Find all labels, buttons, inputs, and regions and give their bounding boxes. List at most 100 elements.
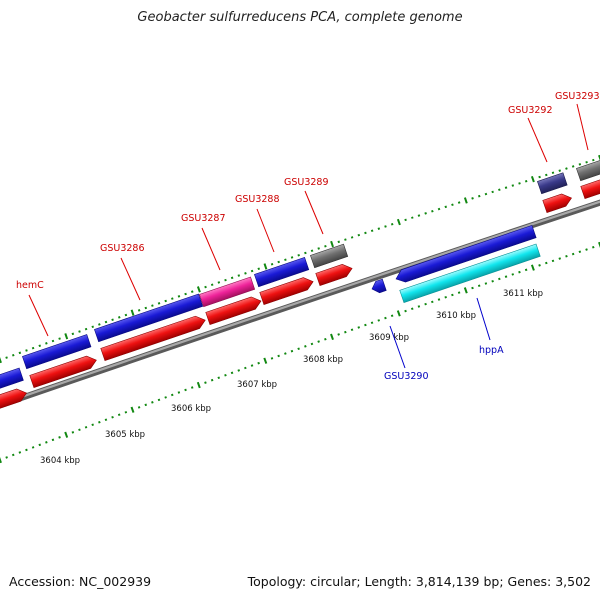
minor-tick [571, 165, 575, 168]
gene-arrow-hppA[interactable] [394, 224, 537, 284]
minor-tick [177, 391, 181, 394]
minor-tick [38, 443, 42, 447]
cds-arrow-GSU3286[interactable] [100, 314, 207, 362]
scale-label-3610: 3610 kbp [436, 311, 476, 321]
minor-tick [237, 369, 241, 372]
minor-tick [137, 406, 141, 409]
minor-tick [78, 330, 81, 333]
minor-tick [578, 250, 582, 254]
gene-box-hemC[interactable] [22, 334, 92, 370]
cds-arrow[interactable] [0, 386, 28, 412]
gene-label-hemC[interactable]: hemC [16, 280, 44, 291]
gene-box-GSU3288[interactable] [254, 256, 310, 288]
minor-tick [51, 438, 55, 442]
gene-arrow-GSU3290[interactable] [370, 278, 387, 295]
gene-box-GSU3293[interactable] [576, 155, 600, 182]
minor-tick [25, 349, 28, 352]
gene-label-GSU3287[interactable]: GSU3287 [181, 213, 226, 224]
minor-tick [277, 260, 280, 264]
scale-labels: 3604 kbp 3605 kbp 3606 kbp 3607 kbp 3608… [40, 289, 543, 466]
minor-tick [204, 285, 207, 289]
reverse-gene-track [370, 224, 541, 304]
minor-tick [524, 179, 528, 183]
minor-tick [217, 376, 221, 380]
minor-tick [491, 279, 494, 283]
minor-tick [5, 456, 8, 459]
minor-tick [357, 326, 361, 329]
gene-label-GSU3289[interactable]: GSU3289 [284, 177, 329, 188]
topology-text: Topology: circular; Length: 3,814,139 bp… [247, 574, 591, 589]
minor-tick [290, 349, 294, 353]
minor-tick [117, 316, 121, 319]
minor-tick [284, 258, 287, 262]
scale-label-3604: 3604 kbp [40, 456, 80, 466]
minor-tick [71, 431, 75, 434]
major-tick [530, 175, 535, 183]
minor-tick [484, 282, 488, 285]
gene-label-hppA[interactable]: hppA [479, 345, 504, 356]
minor-tick [390, 314, 394, 318]
minor-tick [404, 309, 407, 313]
minor-tick [217, 281, 221, 284]
minor-tick [177, 295, 181, 298]
minor-tick [538, 175, 541, 179]
minor-tick [477, 284, 481, 288]
major-tick [598, 241, 600, 248]
accession-text: Accession: NC_002939 [9, 574, 152, 589]
gene-box-GSU3292[interactable] [537, 172, 568, 195]
cds-arrow-GSU3288[interactable] [259, 275, 315, 306]
minor-tick [31, 446, 35, 449]
gene-box-GSU3286[interactable] [94, 293, 204, 343]
minor-tick [78, 428, 81, 432]
cds-arrow-hemC[interactable] [29, 353, 99, 389]
minor-tick [377, 227, 381, 230]
minor-tick [457, 201, 461, 204]
minor-tick [504, 275, 508, 278]
minor-tick [364, 323, 367, 327]
minor-tick [565, 254, 568, 258]
minor-tick [104, 320, 108, 324]
minor-tick [417, 305, 421, 308]
gene-box[interactable] [0, 367, 24, 392]
minor-tick [71, 332, 75, 336]
gene-label-GSU3293[interactable]: GSU3293 [555, 91, 600, 102]
minor-tick [18, 451, 22, 454]
gene-label-GSU3292[interactable]: GSU3292 [508, 105, 553, 116]
minor-tick [370, 229, 374, 233]
major-tick [64, 431, 69, 438]
minor-tick [164, 299, 167, 303]
gene-box-GSU3287[interactable] [199, 276, 256, 308]
major-tick [130, 309, 135, 316]
minor-tick [171, 297, 174, 300]
major-tick [463, 287, 468, 294]
minor-tick [317, 247, 320, 250]
gene-label-GSU3286[interactable]: GSU3286 [100, 243, 145, 254]
gene-box-GSU3289[interactable] [310, 243, 349, 269]
cds-arrow-GSU3292[interactable] [542, 191, 574, 214]
minor-tick [270, 357, 274, 360]
minor-tick [204, 381, 207, 384]
cds-arrow-GSU3287[interactable] [205, 294, 263, 326]
minor-tick [290, 256, 294, 259]
minor-tick [437, 207, 441, 211]
major-tick [263, 263, 268, 270]
cds-box-hppA[interactable] [399, 243, 541, 304]
major-tick [463, 197, 468, 204]
gene-label-GSU3290[interactable]: GSU3290 [384, 371, 429, 382]
major-tick [396, 310, 401, 317]
scale-label-3611: 3611 kbp [503, 289, 543, 299]
minor-tick [424, 302, 427, 306]
backbone [0, 199, 600, 409]
map-title: Geobacter sulfurreducens PCA, complete g… [137, 10, 463, 25]
minor-tick [350, 236, 354, 239]
minor-tick [257, 267, 261, 271]
cds-arrow-GSU3289[interactable] [315, 262, 354, 287]
gene-label-GSU3288[interactable]: GSU3288 [235, 194, 280, 205]
minor-tick [324, 244, 327, 248]
minor-tick [5, 356, 8, 359]
forward-cds-track [0, 175, 600, 412]
cds-arrow-GSU3293[interactable] [580, 175, 600, 200]
major-tick [64, 333, 69, 340]
minor-tick [511, 273, 515, 276]
